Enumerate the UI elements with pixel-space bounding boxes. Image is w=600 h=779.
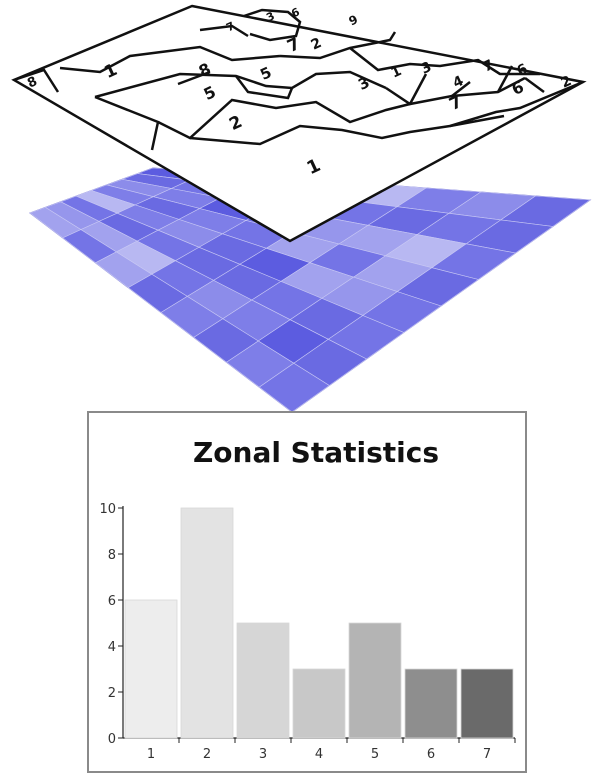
bar-2	[180, 507, 234, 739]
zone-boundaries	[13, 8, 584, 151]
bar-1	[124, 599, 178, 739]
bar-3	[236, 622, 290, 739]
x-tick-label: 2	[203, 747, 211, 762]
bar-4	[292, 668, 346, 739]
x-tick-label: 4	[315, 747, 323, 762]
y-tick-label: 0	[108, 732, 116, 747]
y-tick-label: 6	[108, 594, 116, 609]
x-tick-label: 1	[147, 747, 155, 762]
y-tick-label: 10	[99, 502, 116, 517]
chart-title: Zonal Statistics	[193, 436, 439, 469]
bar-5	[348, 622, 402, 739]
y-tick-label: 2	[108, 686, 116, 701]
zone-label: 6	[289, 5, 302, 20]
x-axis-ticks: 1 2 3 4 5 6 7	[147, 738, 516, 762]
x-tick-label: 5	[371, 747, 379, 762]
x-tick-label: 3	[259, 747, 267, 762]
bar-7	[460, 668, 514, 739]
y-axis-ticks: 0 2 4 6 8 10	[99, 502, 123, 747]
x-tick-label: 7	[483, 747, 491, 762]
bar-6	[404, 668, 458, 739]
plot-bars	[124, 507, 514, 739]
zone-label: 9	[347, 12, 360, 28]
y-tick-label: 8	[108, 548, 116, 563]
x-tick-label: 6	[427, 747, 435, 762]
y-tick-label: 4	[108, 640, 116, 655]
